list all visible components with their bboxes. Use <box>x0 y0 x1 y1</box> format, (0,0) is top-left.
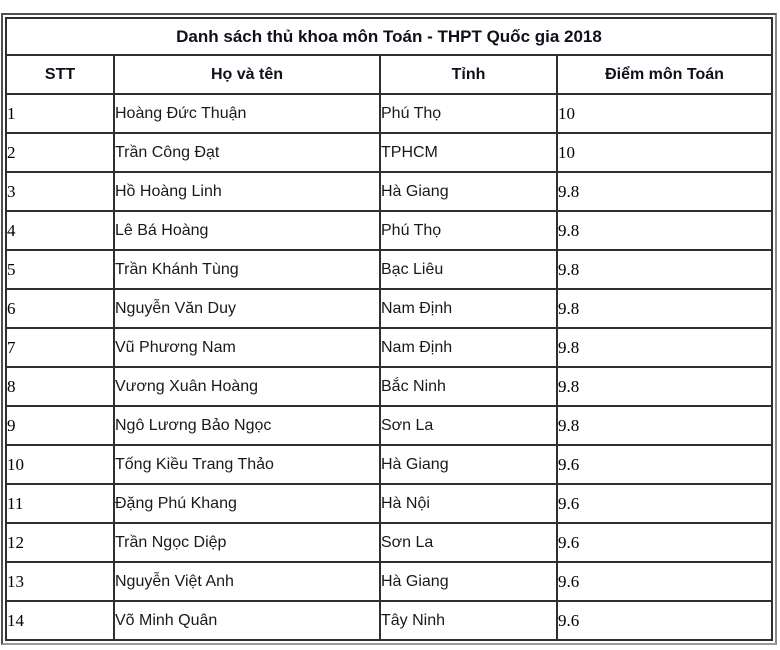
province-cell: Hà Giang <box>379 561 558 602</box>
score-cell: 9.8 <box>555 366 774 407</box>
table-row: 10 Tống Kiều Trang Thảo Hà Giang 9.6 <box>5 444 774 485</box>
province-cell: Hà Giang <box>379 171 558 212</box>
province-cell: Nam Định <box>379 327 558 368</box>
name-cell: Hồ Hoàng Linh <box>113 171 381 212</box>
table-row: 3 Hồ Hoàng Linh Hà Giang 9.8 <box>5 171 774 212</box>
name-cell: Trần Khánh Tùng <box>113 249 381 290</box>
name-cell: Lê Bá Hoàng <box>113 210 381 251</box>
header-score: Điểm môn Toán <box>555 54 774 95</box>
stt-cell: 10 <box>5 444 115 485</box>
name-cell: Đặng Phú Khang <box>113 483 381 524</box>
table-header-row: STT Họ và tên Tỉnh Điểm môn Toán <box>5 54 774 95</box>
name-cell: Võ Minh Quân <box>113 600 381 641</box>
header-province: Tỉnh <box>379 54 558 95</box>
stt-cell: 2 <box>5 132 115 173</box>
results-table: Danh sách thủ khoa môn Toán - THPT Quốc … <box>4 17 774 641</box>
score-cell: 9.8 <box>555 288 774 329</box>
province-cell: Sơn La <box>379 522 558 563</box>
score-cell: 9.8 <box>555 405 774 446</box>
name-cell: Trần Ngọc Diệp <box>113 522 381 563</box>
stt-cell: 13 <box>5 561 115 602</box>
table-row: 2 Trần Công Đạt TPHCM 10 <box>5 132 774 173</box>
table-row: 1 Hoàng Đức Thuận Phú Thọ 10 <box>5 93 774 134</box>
score-cell: 10 <box>555 93 774 134</box>
table-row: 6 Nguyễn Văn Duy Nam Định 9.8 <box>5 288 774 329</box>
score-cell: 9.8 <box>555 171 774 212</box>
header-stt: STT <box>5 54 115 95</box>
score-cell: 9.6 <box>555 483 774 524</box>
score-cell: 9.8 <box>555 327 774 368</box>
stt-cell: 8 <box>5 366 115 407</box>
header-name: Họ và tên <box>113 54 381 95</box>
table-row: 13 Nguyễn Việt Anh Hà Giang 9.6 <box>5 561 774 602</box>
table-title: Danh sách thủ khoa môn Toán - THPT Quốc … <box>4 17 774 56</box>
score-cell: 9.6 <box>555 561 774 602</box>
stt-cell: 11 <box>5 483 115 524</box>
score-cell: 9.8 <box>555 249 774 290</box>
province-cell: Nam Định <box>379 288 558 329</box>
stt-cell: 1 <box>5 93 115 134</box>
score-cell: 9.8 <box>555 210 774 251</box>
province-cell: Hà Nội <box>379 483 558 524</box>
province-cell: Bắc Ninh <box>379 366 558 407</box>
name-cell: Ngô Lương Bảo Ngọc <box>113 405 381 446</box>
stt-cell: 14 <box>5 600 115 641</box>
score-cell: 9.6 <box>555 444 774 485</box>
table-row: 4 Lê Bá Hoàng Phú Thọ 9.8 <box>5 210 774 251</box>
stt-cell: 12 <box>5 522 115 563</box>
stt-cell: 6 <box>5 288 115 329</box>
province-cell: Sơn La <box>379 405 558 446</box>
province-cell: Hà Giang <box>379 444 558 485</box>
table-row: 14 Võ Minh Quân Tây Ninh 9.6 <box>5 600 774 641</box>
table-row: 7 Vũ Phương Nam Nam Định 9.8 <box>5 327 774 368</box>
province-cell: TPHCM <box>379 132 558 173</box>
table-row: 12 Trần Ngọc Diệp Sơn La 9.6 <box>5 522 774 563</box>
name-cell: Hoàng Đức Thuận <box>113 93 381 134</box>
score-cell: 10 <box>555 132 774 173</box>
table-body: Danh sách thủ khoa môn Toán - THPT Quốc … <box>4 17 774 641</box>
province-cell: Phú Thọ <box>379 210 558 251</box>
stt-cell: 7 <box>5 327 115 368</box>
name-cell: Nguyễn Văn Duy <box>113 288 381 329</box>
stt-cell: 9 <box>5 405 115 446</box>
province-cell: Bạc Liêu <box>379 249 558 290</box>
table-row: 8 Vương Xuân Hoàng Bắc Ninh 9.8 <box>5 366 774 407</box>
results-table-frame: Danh sách thủ khoa môn Toán - THPT Quốc … <box>1 13 777 645</box>
table-title-row: Danh sách thủ khoa môn Toán - THPT Quốc … <box>4 17 774 56</box>
stt-cell: 5 <box>5 249 115 290</box>
table-row: 5 Trần Khánh Tùng Bạc Liêu 9.8 <box>5 249 774 290</box>
name-cell: Tống Kiều Trang Thảo <box>113 444 381 485</box>
province-cell: Tây Ninh <box>379 600 558 641</box>
name-cell: Trần Công Đạt <box>113 132 381 173</box>
score-cell: 9.6 <box>555 522 774 563</box>
stt-cell: 3 <box>5 171 115 212</box>
table-row: 9 Ngô Lương Bảo Ngọc Sơn La 9.8 <box>5 405 774 446</box>
name-cell: Vũ Phương Nam <box>113 327 381 368</box>
name-cell: Vương Xuân Hoàng <box>113 366 381 407</box>
score-cell: 9.6 <box>555 600 774 641</box>
table-row: 11 Đặng Phú Khang Hà Nội 9.6 <box>5 483 774 524</box>
stt-cell: 4 <box>5 210 115 251</box>
name-cell: Nguyễn Việt Anh <box>113 561 381 602</box>
province-cell: Phú Thọ <box>379 93 558 134</box>
